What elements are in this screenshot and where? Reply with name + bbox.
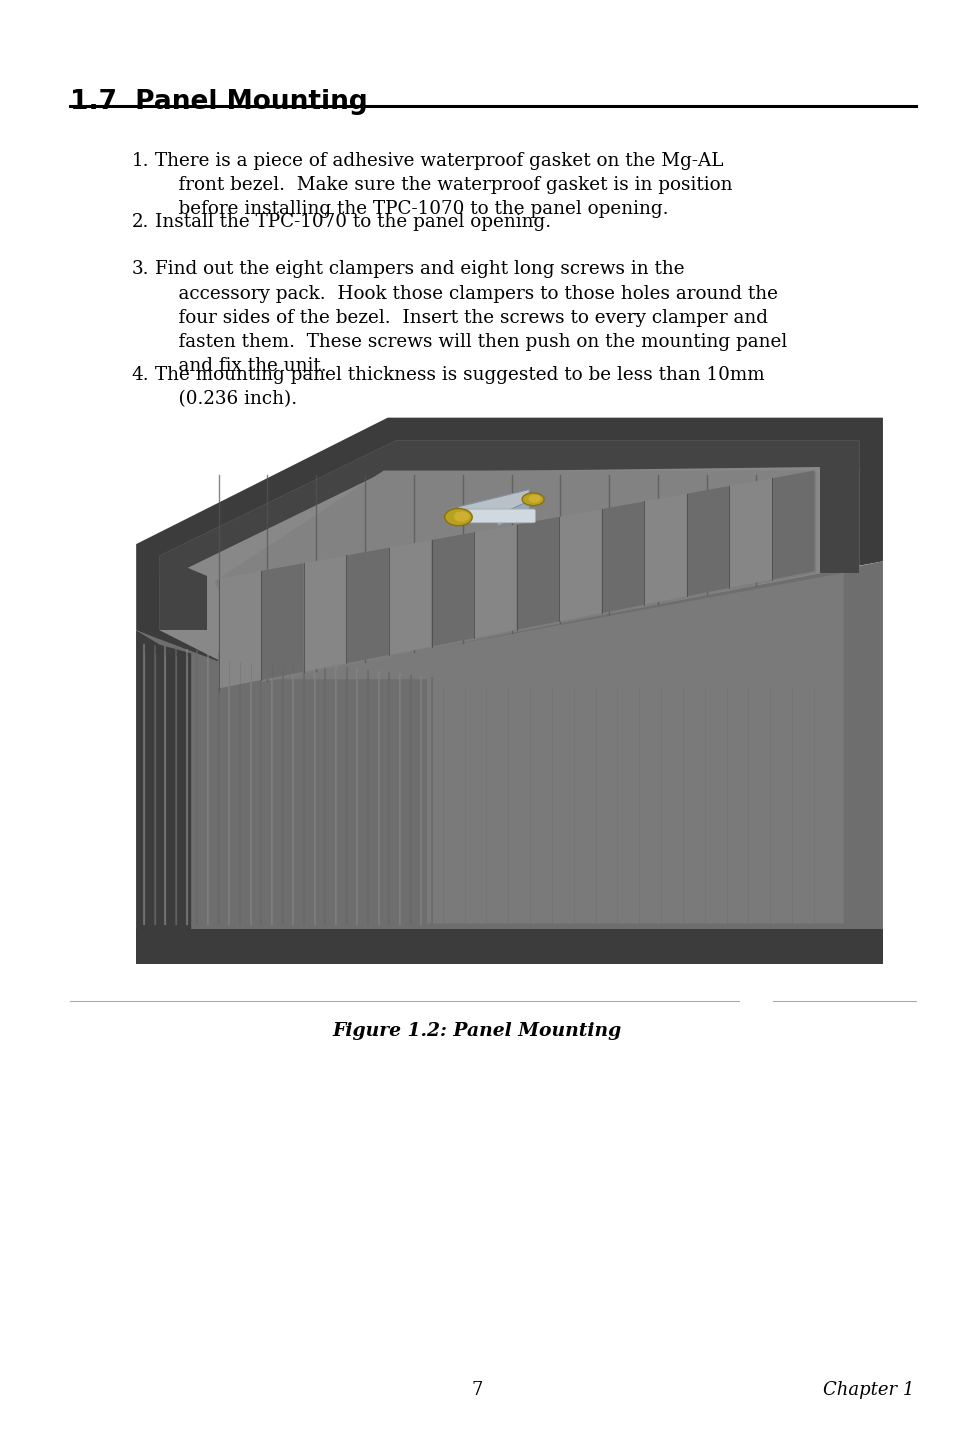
Polygon shape — [474, 525, 517, 638]
Polygon shape — [458, 489, 529, 523]
Text: There is a piece of adhesive waterproof gasket on the Mg-AL
    front bezel.  Ma: There is a piece of adhesive waterproof … — [154, 152, 731, 219]
Text: Install the TPC-1070 to the panel opening.: Install the TPC-1070 to the panel openin… — [154, 213, 550, 232]
Text: Figure 1.2: Panel Mounting: Figure 1.2: Panel Mounting — [332, 1022, 621, 1041]
Polygon shape — [771, 470, 814, 579]
FancyBboxPatch shape — [459, 509, 535, 523]
Polygon shape — [136, 562, 882, 964]
Polygon shape — [266, 573, 842, 924]
Polygon shape — [214, 472, 815, 682]
Polygon shape — [497, 500, 529, 526]
Polygon shape — [820, 440, 859, 573]
Polygon shape — [136, 631, 191, 964]
Ellipse shape — [454, 512, 469, 522]
Polygon shape — [601, 502, 643, 613]
Ellipse shape — [521, 493, 543, 506]
Text: 2.: 2. — [132, 213, 149, 232]
Text: 1.: 1. — [132, 152, 149, 170]
Polygon shape — [517, 516, 558, 629]
Polygon shape — [729, 478, 771, 588]
Polygon shape — [431, 532, 474, 646]
Polygon shape — [159, 440, 859, 682]
Polygon shape — [558, 509, 601, 622]
Polygon shape — [389, 541, 431, 655]
Polygon shape — [218, 470, 814, 679]
Polygon shape — [346, 548, 389, 664]
Ellipse shape — [444, 509, 472, 526]
Ellipse shape — [528, 495, 540, 503]
Text: Find out the eight clampers and eight long screws in the
    accessory pack.  Ho: Find out the eight clampers and eight lo… — [154, 260, 786, 376]
Text: Chapter 1: Chapter 1 — [821, 1380, 913, 1399]
Polygon shape — [643, 493, 686, 605]
Text: 7: 7 — [471, 1380, 482, 1399]
Polygon shape — [136, 418, 882, 676]
Text: The mounting panel thickness is suggested to be less than 10mm
    (0.236 inch).: The mounting panel thickness is suggeste… — [154, 366, 763, 409]
Polygon shape — [136, 930, 882, 964]
Polygon shape — [261, 563, 303, 681]
Text: 3.: 3. — [132, 260, 149, 279]
Polygon shape — [159, 440, 859, 582]
Polygon shape — [159, 556, 207, 631]
Text: 1.7  Panel Mounting: 1.7 Panel Mounting — [70, 89, 367, 116]
Text: 4.: 4. — [132, 366, 149, 385]
Polygon shape — [218, 571, 261, 688]
Polygon shape — [686, 486, 729, 596]
Polygon shape — [303, 555, 346, 672]
